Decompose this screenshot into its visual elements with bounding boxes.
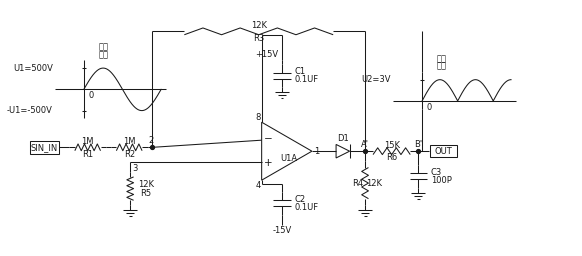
Text: U1A: U1A: [280, 154, 297, 163]
Text: 3: 3: [132, 165, 138, 174]
Text: 12K: 12K: [365, 179, 382, 188]
Text: 12K: 12K: [251, 21, 267, 30]
Text: −: −: [264, 134, 273, 144]
Text: C2: C2: [294, 195, 306, 204]
Text: 0.1UF: 0.1UF: [294, 75, 318, 84]
Text: U1=500V: U1=500V: [13, 63, 53, 72]
Text: +15V: +15V: [255, 50, 278, 59]
Text: 输出: 输出: [436, 54, 446, 63]
Text: 1M: 1M: [123, 137, 136, 146]
Text: 12K: 12K: [138, 180, 154, 189]
Text: 电压: 电压: [98, 50, 108, 59]
Text: C1: C1: [294, 67, 306, 77]
Text: 8: 8: [255, 113, 261, 122]
Text: R6: R6: [386, 153, 398, 163]
Text: R4: R4: [352, 179, 363, 188]
Text: 15K: 15K: [384, 141, 400, 150]
Text: 1: 1: [314, 147, 320, 156]
Text: OUT: OUT: [435, 147, 452, 156]
Text: 电压: 电压: [436, 62, 446, 71]
Text: +: +: [264, 158, 273, 168]
Text: R3: R3: [253, 34, 264, 42]
Text: 输入: 输入: [98, 42, 108, 51]
Text: U2=3V: U2=3V: [361, 75, 391, 84]
Text: R2: R2: [124, 150, 135, 159]
Text: -U1=-500V: -U1=-500V: [7, 106, 53, 115]
Text: C3: C3: [431, 168, 442, 177]
FancyBboxPatch shape: [430, 145, 457, 157]
Text: R1: R1: [82, 150, 93, 159]
Text: 2: 2: [149, 136, 154, 145]
Text: 100P: 100P: [431, 176, 452, 185]
Text: D1: D1: [337, 134, 349, 143]
Text: -15V: -15V: [272, 226, 292, 235]
Text: A': A': [361, 140, 369, 149]
Text: B': B': [414, 140, 423, 149]
Text: SIN_IN: SIN_IN: [31, 143, 58, 152]
Text: 1M: 1M: [81, 137, 94, 146]
Text: R5: R5: [140, 189, 151, 198]
Text: 4: 4: [255, 182, 260, 190]
Text: 0: 0: [88, 91, 94, 100]
Text: 0: 0: [427, 103, 432, 112]
FancyBboxPatch shape: [30, 141, 59, 154]
Text: 0.1UF: 0.1UF: [294, 203, 318, 212]
